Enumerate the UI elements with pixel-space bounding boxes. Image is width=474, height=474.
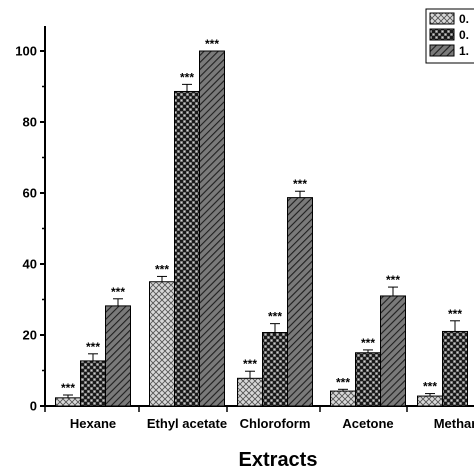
significance-label: ***: [268, 310, 282, 324]
y-tick-label: 60: [23, 186, 37, 201]
legend-swatch: [429, 28, 455, 41]
significance-label: ***: [386, 273, 400, 287]
significance-label: ***: [336, 375, 350, 389]
bar: [237, 377, 263, 407]
legend-swatch: [429, 44, 455, 57]
x-category-label: Hexane: [70, 416, 116, 431]
y-tick-label: 20: [23, 328, 37, 343]
bar: [330, 390, 356, 407]
bar: [105, 305, 131, 407]
x-category-label: Ethyl acetate: [147, 416, 227, 431]
y-tick-label: 100: [15, 44, 37, 59]
y-tick-label: 80: [23, 115, 37, 130]
bar: [199, 50, 225, 407]
y-tick-label: 40: [23, 257, 37, 272]
legend-swatch: [429, 12, 455, 25]
bar: [55, 397, 81, 407]
bar: [417, 395, 443, 407]
significance-label: ***: [205, 37, 219, 51]
bar: [80, 360, 106, 407]
significance-label: ***: [243, 357, 257, 371]
significance-label: ***: [180, 70, 194, 84]
bar: [287, 197, 313, 407]
x-category-label: Methar: [434, 416, 474, 431]
significance-label: ***: [61, 381, 75, 395]
significance-label: ***: [361, 336, 375, 350]
significance-label: ***: [448, 307, 462, 321]
significance-label: ***: [111, 285, 125, 299]
significance-label: ***: [155, 262, 169, 276]
significance-label: ***: [423, 380, 437, 394]
significance-label: ***: [293, 177, 307, 191]
bar: [355, 352, 381, 407]
bar: [442, 330, 468, 407]
legend-label: 1.: [459, 44, 469, 58]
bar: [174, 90, 200, 407]
bar: [262, 332, 288, 407]
significance-label: ***: [86, 340, 100, 354]
legend-label: 0.: [459, 12, 469, 26]
bar: [380, 295, 406, 407]
x-category-label: Chloroform: [240, 416, 311, 431]
bar: [149, 281, 175, 407]
x-axis-title: Extracts: [239, 449, 318, 471]
legend-label: 0.: [459, 28, 469, 42]
y-tick-label: 0: [30, 399, 37, 414]
x-category-label: Acetone: [342, 416, 393, 431]
